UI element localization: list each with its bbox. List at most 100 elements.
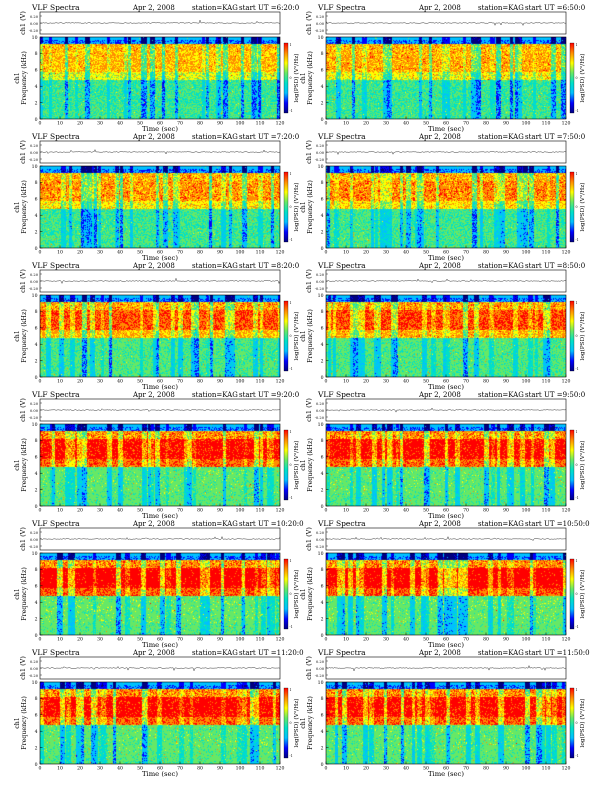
panel-title: VLF Spectra bbox=[317, 390, 366, 399]
waveform-tick-label: 0.20 bbox=[316, 144, 325, 148]
time-tick-label: 60 bbox=[443, 637, 449, 643]
freq-tick-label: 8 bbox=[35, 438, 38, 444]
freq-tick-label: 8 bbox=[321, 180, 324, 186]
waveform-tick-label: -0.20 bbox=[315, 674, 325, 678]
waveform-trace bbox=[39, 149, 281, 155]
panel-title: VLF Spectra bbox=[31, 3, 80, 12]
time-tick-label: 40 bbox=[117, 637, 123, 643]
freq-tick-label: 2 bbox=[321, 745, 324, 751]
colorbar-tick-label: 1 bbox=[576, 301, 578, 305]
time-tick-label: 30 bbox=[383, 121, 389, 127]
time-tick-label: 10 bbox=[343, 637, 349, 643]
waveform-tick-label: 0.20 bbox=[30, 144, 39, 148]
waveform-ylabel: ch1 (V) bbox=[305, 398, 313, 422]
freq-ylabel: Frequency (kHz) bbox=[307, 180, 314, 234]
freq-tick-label: 4 bbox=[321, 600, 324, 606]
panel-date: Apr 2, 2008 bbox=[418, 391, 461, 399]
time-tick-label: 60 bbox=[157, 121, 163, 127]
freq-ylabel: Frequency (kHz) bbox=[21, 51, 28, 105]
spectrogram-panel-11: VLF Spectra Apr 2, 2008 station=KAG start U… bbox=[14, 648, 304, 778]
time-tick-label: 20 bbox=[77, 379, 83, 385]
time-tick-label: 50 bbox=[423, 766, 429, 772]
colorbar-label: log(PSD) (V²/Hz) bbox=[293, 440, 300, 489]
panel-station: station=KAG bbox=[478, 133, 524, 141]
colorbar-tick-label: 1 bbox=[290, 301, 292, 305]
time-tick-label: 120 bbox=[562, 766, 571, 772]
panel-title: VLF Spectra bbox=[317, 261, 366, 270]
colorbar-tick-label: 0 bbox=[290, 334, 292, 338]
time-tick-label: 30 bbox=[97, 121, 103, 127]
waveform-tick-label: 0.20 bbox=[316, 402, 325, 406]
time-tick-label: 10 bbox=[57, 766, 63, 772]
time-tick-label: 100 bbox=[236, 379, 245, 385]
panel-title: VLF Spectra bbox=[31, 261, 80, 270]
time-xlabel: Time (sec) bbox=[428, 512, 464, 520]
time-tick-label: 110 bbox=[256, 637, 265, 643]
time-tick-label: 30 bbox=[97, 250, 103, 256]
colorbar-tick-label: -1 bbox=[576, 625, 579, 629]
time-tick-label: 50 bbox=[423, 379, 429, 385]
time-tick-label: 0 bbox=[39, 637, 42, 643]
colorbar: 1 0 -1 log(PSD) (V²/Hz) bbox=[283, 687, 300, 758]
waveform-tick-label: 0.20 bbox=[30, 660, 39, 664]
time-tick-label: 90 bbox=[503, 250, 509, 256]
time-tick-label: 110 bbox=[542, 121, 551, 127]
freq-tick-label: 2 bbox=[35, 745, 38, 751]
waveform-ylabel: ch1 (V) bbox=[305, 269, 313, 293]
time-tick-label: 10 bbox=[57, 637, 63, 643]
time-tick-label: 20 bbox=[77, 766, 83, 772]
freq-tick-label: 4 bbox=[321, 84, 324, 90]
panel-station: station=KAG bbox=[478, 520, 524, 528]
colorbar-tick-label: -1 bbox=[290, 625, 293, 629]
time-tick-label: 100 bbox=[522, 379, 531, 385]
freq-tick-label: 4 bbox=[35, 471, 38, 477]
time-tick-label: 80 bbox=[483, 508, 489, 514]
time-tick-label: 70 bbox=[463, 250, 469, 256]
colorbar-tick-label: 1 bbox=[576, 43, 578, 47]
colorbar-tick-label: 1 bbox=[290, 172, 292, 176]
waveform-tick-label: 0.00 bbox=[30, 280, 39, 284]
panel-start-time: start UT =7:20:0 bbox=[239, 133, 299, 141]
spectrogram-image bbox=[326, 682, 566, 764]
time-tick-label: 70 bbox=[463, 766, 469, 772]
time-xlabel: Time (sec) bbox=[428, 770, 464, 778]
freq-tick-label: 8 bbox=[35, 567, 38, 573]
spectrogram-panel-9: VLF Spectra Apr 2, 2008 station=KAG start U… bbox=[14, 519, 304, 649]
waveform-ylabel: ch1 (V) bbox=[19, 656, 27, 680]
colorbar: 1 0 -1 log(PSD) (V²/Hz) bbox=[569, 42, 586, 113]
freq-tick-label: 2 bbox=[35, 100, 38, 106]
freq-tick-label: 10 bbox=[318, 422, 324, 428]
time-tick-label: 110 bbox=[542, 637, 551, 643]
time-tick-label: 10 bbox=[343, 121, 349, 127]
freq-tick-label: 0 bbox=[35, 375, 38, 381]
time-tick-label: 80 bbox=[197, 250, 203, 256]
panel-date: Apr 2, 2008 bbox=[418, 649, 461, 657]
freq-tick-label: 10 bbox=[32, 422, 38, 428]
panel-date: Apr 2, 2008 bbox=[418, 4, 461, 12]
freq-tick-label: 2 bbox=[321, 229, 324, 235]
panel-station: station=KAG bbox=[478, 391, 524, 399]
freq-tick-label: 4 bbox=[321, 471, 324, 477]
time-tick-label: 30 bbox=[383, 766, 389, 772]
waveform-tick-label: -0.20 bbox=[29, 416, 39, 420]
time-xlabel: Time (sec) bbox=[142, 512, 178, 520]
waveform-tick-label: 0.20 bbox=[30, 15, 39, 19]
spectrogram-panel-7: VLF Spectra Apr 2, 2008 station=KAG start U… bbox=[14, 390, 300, 520]
time-tick-label: 90 bbox=[503, 508, 509, 514]
channel-ylabel: ch1 bbox=[300, 588, 307, 600]
time-tick-label: 40 bbox=[117, 508, 123, 514]
freq-tick-label: 8 bbox=[321, 438, 324, 444]
colorbar-tick-label: 0 bbox=[290, 463, 292, 467]
time-tick-label: 70 bbox=[463, 379, 469, 385]
panel-start-time: start UT =7:50:0 bbox=[525, 133, 585, 141]
freq-tick-label: 6 bbox=[321, 197, 324, 203]
time-tick-label: 40 bbox=[403, 121, 409, 127]
time-xlabel: Time (sec) bbox=[142, 125, 178, 133]
time-tick-label: 100 bbox=[522, 250, 531, 256]
